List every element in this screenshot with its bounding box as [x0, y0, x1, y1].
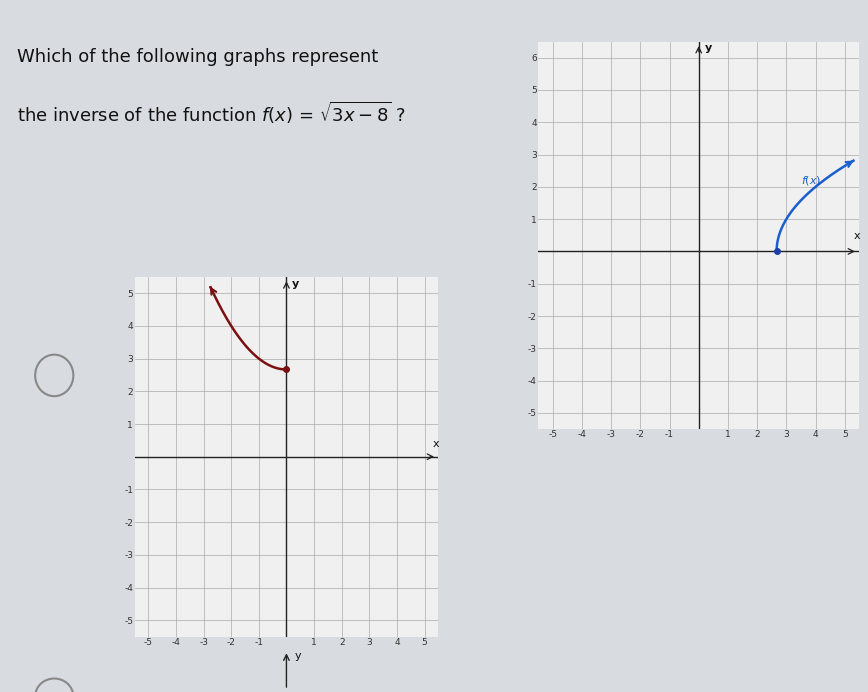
Text: y: y: [292, 279, 299, 289]
Text: y: y: [294, 650, 301, 661]
Text: y: y: [705, 43, 712, 53]
Text: x: x: [433, 439, 439, 449]
Text: the inverse of the function $\it{f}$($\it{x}$) = $\sqrt{3x-8}$ ?: the inverse of the function $\it{f}$($\i…: [17, 100, 406, 127]
Text: Which of the following graphs represent: Which of the following graphs represent: [17, 48, 378, 66]
Text: x: x: [853, 230, 860, 241]
Text: $f(x)$: $f(x)$: [801, 174, 821, 187]
